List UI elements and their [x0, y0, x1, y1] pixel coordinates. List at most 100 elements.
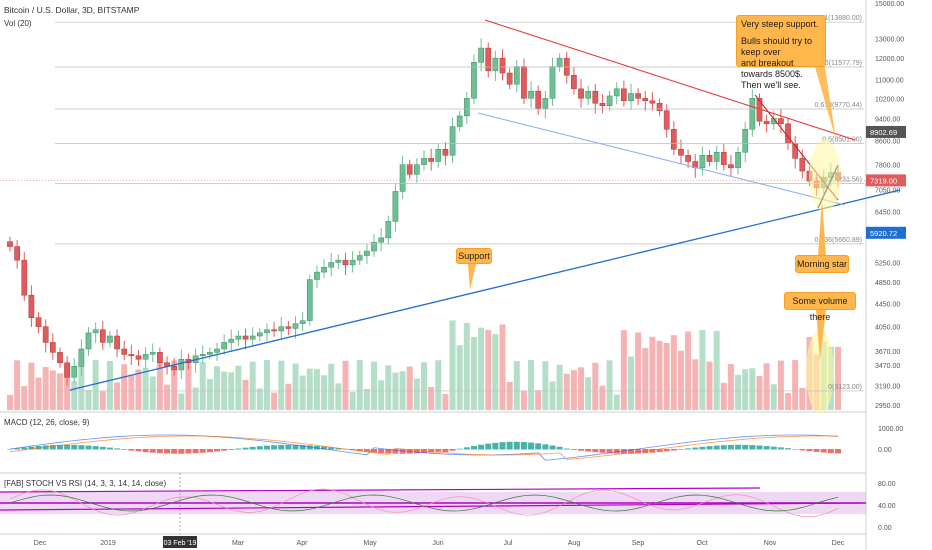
macd-histogram-bar	[56, 444, 63, 450]
macd-histogram-bar	[549, 445, 556, 450]
candle-body	[235, 335, 242, 340]
x-tick-label: May	[363, 540, 377, 547]
macd-line	[9, 434, 839, 461]
steep-note-line1: Bulls should try to keep over	[741, 36, 813, 57]
candle-body	[242, 335, 249, 340]
candle-body	[513, 66, 520, 85]
candle-body	[314, 271, 320, 280]
morning-star-highlight	[809, 140, 841, 212]
steep-support-note[interactable]: Very steep support. Bulls should try to …	[736, 15, 826, 90]
price-candles	[7, 38, 841, 386]
macd-histogram-bar	[813, 449, 820, 452]
volume-bar	[142, 367, 149, 410]
volume-note-pointer	[816, 310, 826, 360]
candle-body	[442, 149, 449, 156]
volume-bar	[635, 332, 642, 410]
candle-body	[606, 95, 613, 106]
macd-histogram-bar	[485, 443, 492, 450]
y-tick-label: 5250.00	[875, 261, 900, 268]
candle-body	[678, 149, 684, 156]
candle-body	[92, 329, 99, 334]
candle-body	[699, 155, 706, 169]
volume-bar	[271, 392, 278, 410]
volume-bar	[85, 389, 92, 410]
fib-label: 0.236(5660.89)	[815, 237, 862, 244]
x-axis: Dec 2019 03 Feb '19 Mar Apr May Jun Jul Aug Sep Oc…	[34, 536, 845, 548]
macd-histogram-bar	[699, 446, 706, 450]
candle-body	[556, 57, 563, 67]
volume-bar	[42, 367, 49, 410]
candle-body	[157, 352, 163, 363]
price-badge-upper-bg	[866, 125, 906, 138]
volume-bar	[199, 362, 206, 410]
macd-histogram-bar	[128, 449, 135, 451]
volume-bar	[106, 360, 113, 410]
volume-highlight	[806, 330, 834, 414]
macd-histogram-bar	[235, 448, 242, 450]
candle-body	[149, 352, 156, 355]
macd-histogram-bar	[578, 449, 585, 451]
candle-body	[249, 335, 256, 340]
y-tick-label: 12000.00	[875, 56, 904, 63]
volume-bar	[278, 360, 285, 410]
volume-bar	[720, 382, 727, 410]
price-badge-upper: 8902.69	[870, 128, 897, 137]
macd-histogram-bar	[592, 449, 599, 453]
candle-body	[742, 129, 749, 153]
candle-body	[378, 237, 385, 243]
volume-note[interactable]: Some volume there	[784, 292, 856, 322]
volume-bar	[385, 365, 392, 410]
fib-label: 0.786(11577.79)	[811, 60, 862, 67]
macd-histogram-bar	[670, 449, 677, 451]
candle-body	[670, 129, 677, 150]
macd-tick: 1000.00	[878, 426, 903, 433]
volume-bar	[406, 366, 413, 410]
macd-histogram-bar	[7, 449, 13, 450]
price-badge-lower: 5920.72	[870, 229, 897, 238]
candle-body	[713, 152, 720, 162]
y-tick-label: 4450.00	[875, 301, 900, 308]
macd-histogram-bar	[727, 444, 734, 450]
macd-histogram-bar	[442, 449, 449, 453]
macd-histogram-bar	[428, 449, 435, 453]
macd-histogram-bar	[785, 448, 792, 450]
volume-bar	[685, 331, 692, 410]
y-tick-label: 8600.00	[875, 139, 900, 146]
macd-histogram-bar	[292, 444, 299, 450]
volume-bar	[699, 330, 706, 410]
volume-label: Vol (20)	[4, 19, 32, 28]
price-badge-lower-bg	[866, 226, 906, 239]
volume-bar	[321, 375, 328, 410]
candle-body	[749, 98, 756, 130]
candle-body	[578, 88, 584, 99]
volume-bar	[64, 364, 71, 410]
candle-body	[21, 259, 28, 296]
volume-bar	[570, 370, 577, 410]
morning-star-note[interactable]: Morning star	[795, 255, 849, 273]
support-note[interactable]: Support	[456, 248, 492, 264]
volume-bar	[328, 363, 335, 410]
volume-bar	[342, 360, 349, 410]
candle-body	[478, 47, 484, 63]
volume-bars	[7, 320, 841, 414]
candle-body	[306, 279, 313, 321]
candle-body	[128, 354, 135, 357]
candle-body	[485, 47, 492, 72]
volume-bar	[485, 329, 492, 410]
y-tick-label: 15000.00	[875, 1, 904, 8]
support-note-pointer	[468, 264, 476, 290]
x-tick-label: Mar	[232, 540, 245, 547]
macd-histogram-bar	[149, 449, 156, 453]
volume-bar	[128, 374, 135, 410]
steep-note-line2: and breakout towards 8500$.	[741, 58, 803, 79]
volume-bar	[642, 348, 649, 410]
macd-histogram-bar	[356, 449, 363, 452]
volume-bar	[235, 365, 242, 410]
volume-bar	[578, 367, 585, 410]
candle-body	[99, 329, 106, 343]
x-tick-label: Nov	[764, 540, 777, 547]
volume-bar	[620, 330, 627, 410]
volume-bar	[363, 388, 370, 410]
volume-bar	[185, 360, 192, 410]
